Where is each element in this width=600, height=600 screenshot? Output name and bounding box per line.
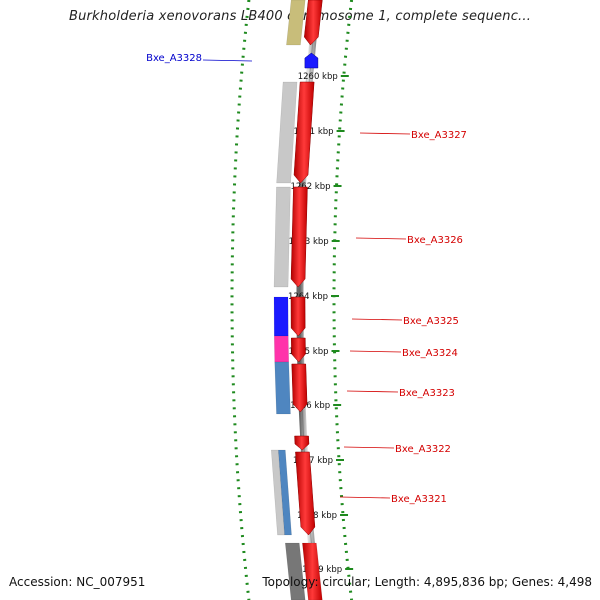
label-leader-line <box>202 59 253 62</box>
category-block[interactable] <box>273 296 289 337</box>
gene-arrow[interactable] <box>290 296 306 337</box>
scale-tick-label: 1265 kbp <box>288 347 328 357</box>
category-block[interactable] <box>271 449 285 536</box>
category-block[interactable] <box>273 186 291 288</box>
gene-arrow[interactable] <box>294 435 310 451</box>
gene-arrow[interactable] <box>291 363 308 413</box>
label-leader-line <box>343 446 395 449</box>
scale-ring-dotted <box>332 0 354 600</box>
gene-arrow[interactable] <box>293 81 315 184</box>
label-leader-line <box>349 350 402 353</box>
scale-tick-label: 1268 kbp <box>297 511 337 521</box>
scale-tick-label: 1261 kbp <box>294 127 334 137</box>
category-block[interactable] <box>284 542 306 600</box>
category-block[interactable] <box>276 81 298 184</box>
label-leader-line <box>346 390 399 393</box>
gene-arrow[interactable] <box>295 451 316 536</box>
gene-arrow[interactable] <box>290 186 308 288</box>
label-leader-line <box>339 496 391 499</box>
scale-tick-label: 1263 kbp <box>289 237 329 247</box>
gene-label[interactable]: Bxe_A3327 <box>411 130 467 141</box>
accession-text: Accession: NC_007951 <box>9 575 146 589</box>
gene-label[interactable]: Bxe_A3321 <box>391 494 447 505</box>
gene-label[interactable]: Bxe_A3325 <box>403 316 459 327</box>
category-block[interactable] <box>286 0 306 46</box>
gene-arrow[interactable] <box>304 0 323 46</box>
gene-arrow[interactable] <box>302 542 323 600</box>
label-leader-line <box>359 132 411 135</box>
scale-tick-label: 1262 kbp <box>290 182 330 192</box>
gene-label[interactable]: Bxe_A3323 <box>399 388 455 399</box>
gene-label[interactable]: Bxe_A3324 <box>402 348 458 359</box>
scale-tick-label: 1260 kbp <box>298 72 338 82</box>
scale-tick-label: 1266 kbp <box>290 401 330 411</box>
gene-label[interactable]: Bxe_A3326 <box>407 235 463 246</box>
scale-tick-label: 1264 kbp <box>288 292 328 302</box>
category-block[interactable] <box>273 335 289 363</box>
gene-label[interactable]: Bxe_A3322 <box>395 444 451 455</box>
scale-tick-label: 1269 kbp <box>302 565 342 575</box>
label-leader-line <box>355 237 407 240</box>
scale-tick-label: 1267 kbp <box>293 456 333 466</box>
gene-arrow-blue[interactable] <box>304 52 319 69</box>
label-leader-line <box>351 318 403 321</box>
category-block[interactable] <box>278 449 292 536</box>
gene-label[interactable]: Bxe_A3328 <box>146 53 202 64</box>
category-block[interactable] <box>274 361 291 415</box>
outer-ring-dotted <box>230 0 251 600</box>
gene-arrow[interactable] <box>291 337 306 363</box>
genome-summary-text: Topology: circular; Length: 4,895,836 bp… <box>262 575 592 589</box>
